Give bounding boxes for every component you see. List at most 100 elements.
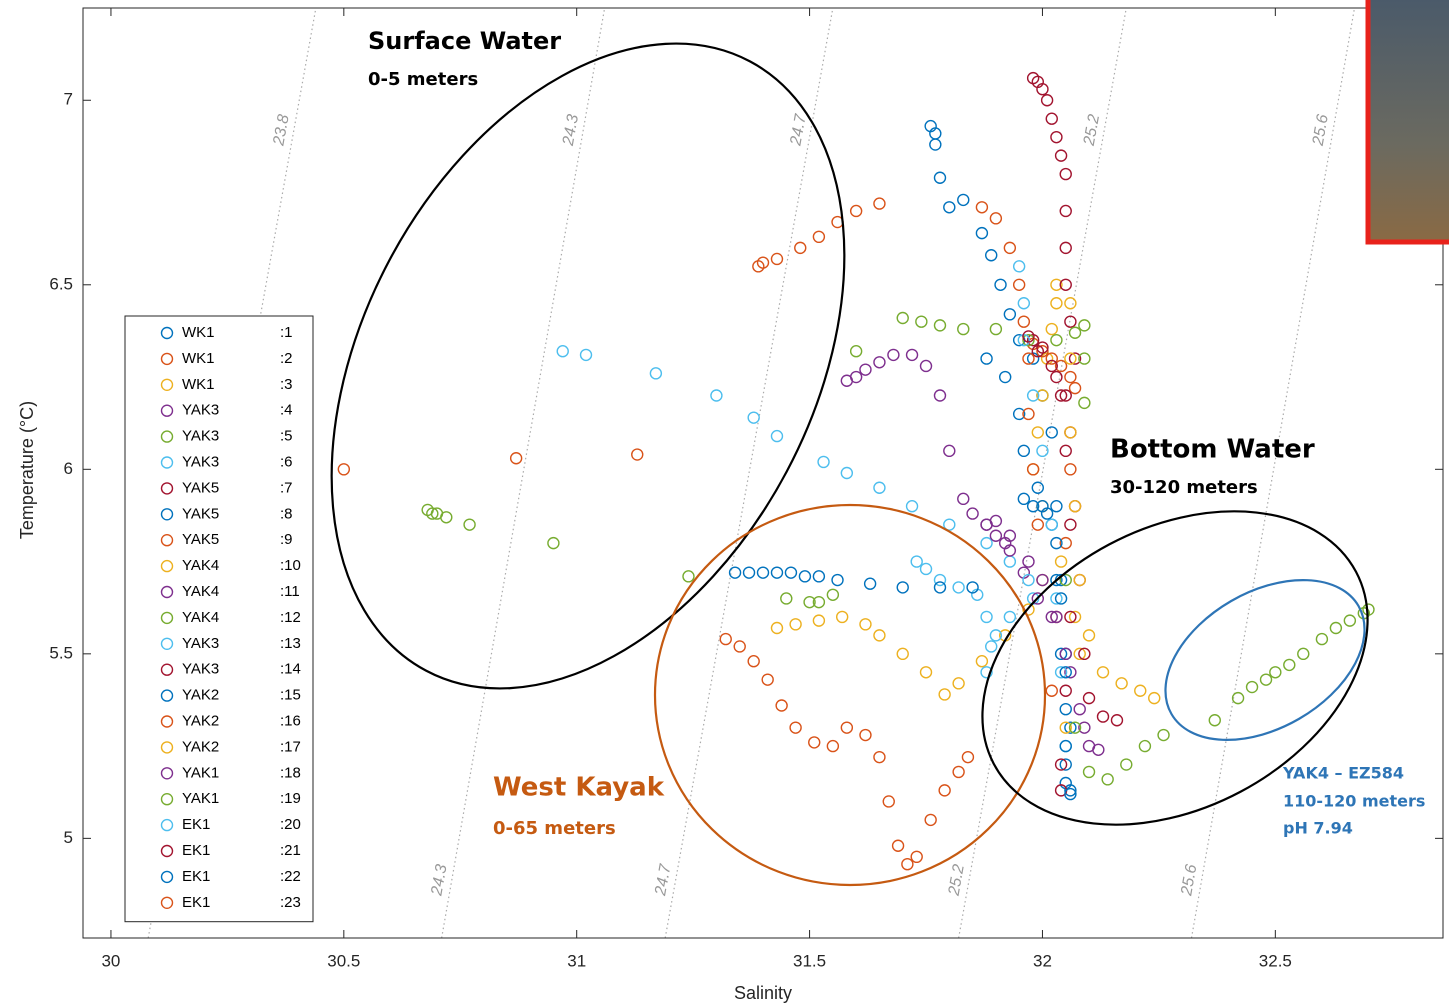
data-point [733,640,746,653]
legend-label: YAK5 [182,531,219,548]
data-point [938,688,951,701]
data-point [1050,573,1063,587]
data-point [1017,492,1031,506]
data-point [1054,592,1068,605]
data-point [980,666,993,679]
data-point [1208,714,1221,727]
data-point [556,345,569,358]
data-point [1064,666,1077,679]
legend-label: EK1 [182,816,210,833]
data-point [1054,149,1068,162]
data-point [1054,555,1068,568]
data-point [933,389,947,402]
data-point [1059,684,1072,697]
data-point [1096,710,1110,723]
data-point [989,514,1003,528]
legend-id: :17 [280,738,301,755]
data-point [803,595,816,609]
data-point [1073,647,1086,661]
legend-label: YAK4 [182,609,219,626]
data-point [1064,297,1077,310]
data-point [1045,359,1058,373]
legend-label: YAK1 [182,790,219,807]
legend-marker [160,326,174,340]
data-point [1064,721,1077,734]
data-point [631,448,644,461]
data-point [924,813,937,827]
data-point [1064,352,1077,365]
data-point [859,618,872,631]
data-point [919,359,933,373]
legend-id: :16 [280,712,301,729]
x-tick-label: 31 [567,951,586,970]
legend-label: WK1 [182,350,215,367]
data-point [933,573,947,587]
data-point [957,322,970,336]
legend-id: :1 [280,324,293,341]
data-point [770,621,784,635]
legend-marker [160,482,174,495]
data-point [789,618,802,631]
data-point [1231,691,1245,705]
data-point [849,345,863,358]
data-point [1101,773,1114,786]
legend-label: YAK2 [182,712,219,729]
legend-id: :22 [280,868,301,885]
data-point [1022,330,1035,343]
legend-label: YAK2 [182,738,219,755]
data-point [989,212,1003,225]
isopycnal-label: 24.7 [652,862,675,898]
data-point [966,507,979,520]
data-point [849,370,863,384]
data-point [337,463,351,476]
legend-label: EK1 [182,894,210,911]
isopycnal-label: 24.3 [560,113,582,148]
data-point [933,319,947,332]
data-point [1059,278,1072,291]
data-point [826,588,840,601]
data-point [1148,691,1161,705]
data-point [943,518,956,531]
data-point [812,230,826,244]
data-point [966,581,979,594]
legend-id: :15 [280,687,301,704]
data-point [1050,278,1063,291]
legend-id: :23 [280,894,301,911]
legend-marker [160,844,174,858]
data-point [1059,647,1072,661]
data-point [1082,691,1096,705]
legend-id: :12 [280,609,301,626]
data-point [1017,444,1031,458]
west-kayak-ellipse [653,503,1047,887]
annotation: YAK4 – EZ584 [1282,764,1404,783]
data-point [509,452,523,465]
data-point [1073,573,1086,587]
data-point [1059,444,1072,458]
annotation: 0-5 meters [368,69,478,90]
data-point [1045,426,1058,439]
data-point [873,629,886,642]
data-point [1026,389,1040,402]
data-point [980,610,993,624]
data-point [840,466,854,480]
data-point [863,577,877,590]
data-point [1031,345,1044,358]
data-point [1040,94,1054,107]
data-point [873,481,886,494]
legend-id: :13 [280,635,301,652]
data-point [873,750,886,764]
data-point [1082,765,1096,779]
legend-label: YAK2 [182,687,219,704]
y-tick-label: 7 [64,90,73,109]
data-point [1068,381,1082,395]
annotation: Bottom Water [1110,435,1315,465]
data-point [1003,610,1017,624]
data-point [1059,241,1072,255]
legend-label: YAK3 [182,402,219,419]
legend-label: YAK3 [182,635,219,652]
data-point [426,507,439,520]
plot-frame [82,7,1444,939]
isopycnal-label: 25.2 [945,863,967,898]
data-point [1096,666,1110,679]
legend-id: :10 [280,557,301,574]
